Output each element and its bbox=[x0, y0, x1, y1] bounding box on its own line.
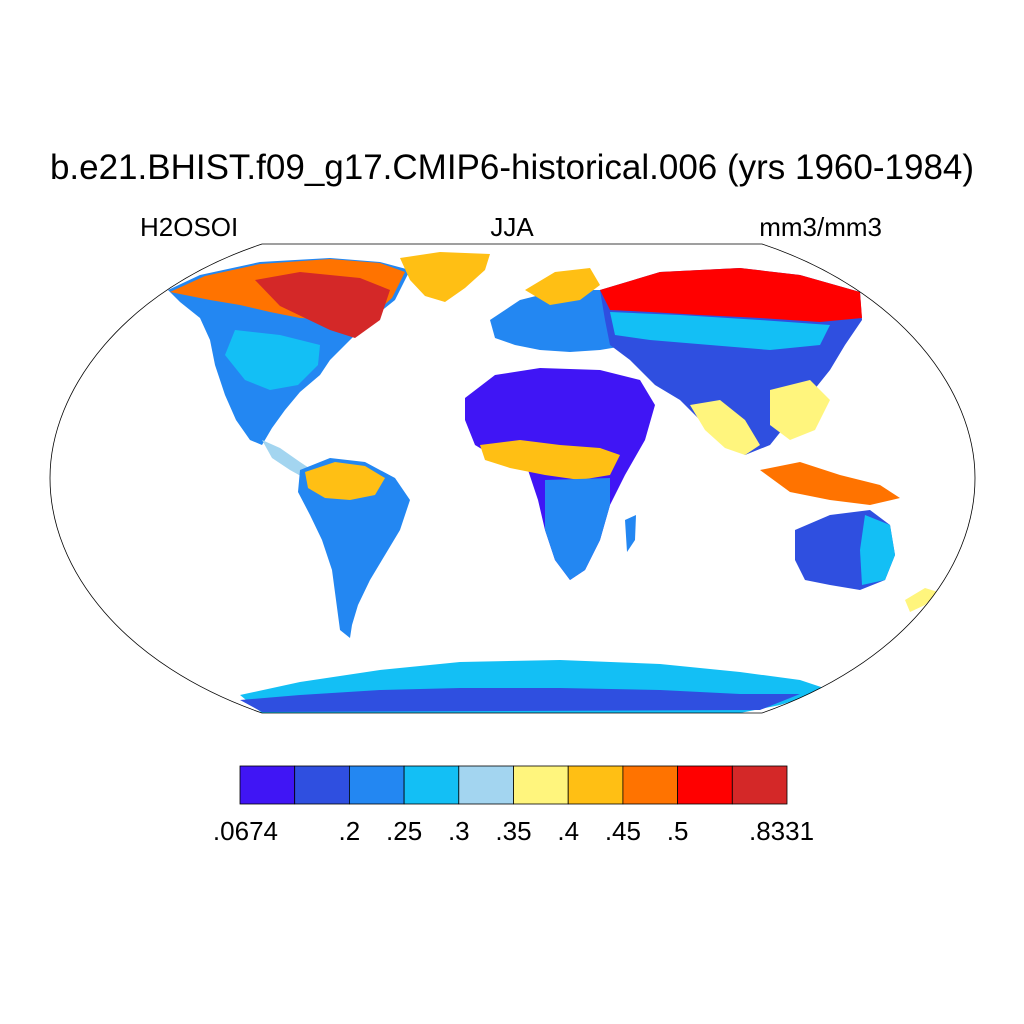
colorbar-tick-label: .2 bbox=[339, 816, 361, 846]
colorbar-swatch bbox=[513, 765, 569, 805]
map-title: b.e21.BHIST.f09_g17.CMIP6-historical.006… bbox=[49, 148, 975, 187]
colorbar-tick-label: .8331 bbox=[749, 816, 814, 846]
colorbar-swatches bbox=[239, 765, 788, 805]
colorbar-swatch bbox=[294, 765, 350, 805]
colorbar-swatch bbox=[731, 765, 788, 805]
australia-east bbox=[860, 515, 895, 585]
units-label: mm3/mm3 bbox=[759, 212, 882, 242]
south-america-north-wet bbox=[305, 462, 385, 500]
colorbar-swatch bbox=[567, 765, 624, 805]
africa-sahel-wet bbox=[480, 440, 620, 480]
africa-south bbox=[545, 478, 610, 580]
colorbar-tick-label: .4 bbox=[557, 816, 579, 846]
south-asia bbox=[690, 400, 760, 455]
siberia-wet bbox=[600, 268, 862, 322]
land-fill bbox=[168, 252, 938, 713]
colorbar-tick-label: .5 bbox=[667, 816, 689, 846]
east-asia bbox=[770, 380, 830, 440]
colorbar-tick-label: .35 bbox=[495, 816, 531, 846]
indonesia bbox=[760, 462, 900, 505]
north-america-central bbox=[225, 330, 320, 390]
north-america-hudson bbox=[255, 272, 390, 338]
colorbar-tick-label: .0674 bbox=[213, 816, 278, 846]
antarctica-edge bbox=[240, 688, 800, 712]
madagascar bbox=[625, 515, 636, 552]
colorbar-tick-label: .25 bbox=[386, 816, 422, 846]
new-zealand bbox=[905, 588, 938, 612]
colorbar-swatch bbox=[239, 765, 296, 805]
season-label: JJA bbox=[490, 212, 534, 242]
colorbar-labels: .0674 .2 .25 .3 .35 .4 .45 .5 .8331 bbox=[213, 816, 814, 846]
colorbar-swatch bbox=[348, 765, 405, 805]
variable-label: H2OSOI bbox=[140, 212, 239, 242]
siberia-mid bbox=[610, 312, 830, 350]
globe-outline bbox=[49, 243, 976, 714]
colorbar-swatch bbox=[622, 765, 679, 805]
colorbar-swatch bbox=[403, 765, 460, 805]
scandinavia bbox=[525, 268, 600, 305]
south-america bbox=[298, 458, 410, 638]
colorbar-swatch bbox=[458, 765, 514, 805]
colorbar-tick-label: .45 bbox=[605, 816, 641, 846]
colorbar-tick-label: .3 bbox=[448, 816, 470, 846]
greenland bbox=[400, 252, 490, 302]
colorbar-swatch bbox=[677, 765, 733, 805]
